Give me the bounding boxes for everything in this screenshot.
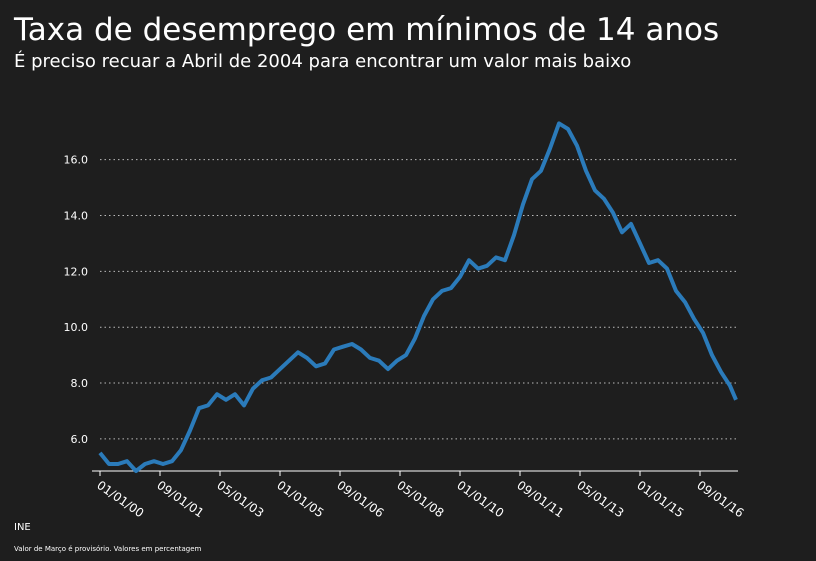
y-tick-label: 6.0	[71, 433, 89, 446]
y-tick-label: 8.0	[71, 377, 89, 390]
y-tick-label: 10.0	[64, 321, 89, 334]
y-tick-label: 12.0	[64, 265, 89, 278]
y-tick-label: 14.0	[64, 210, 89, 223]
y-tick-label: 16.0	[64, 154, 89, 167]
source: INE	[14, 522, 31, 533]
note: Valor de Março é provisório. Valores em …	[14, 545, 202, 553]
chart-title: Taxa de desemprego em mínimos de 14 anos	[13, 12, 719, 48]
chart-subtitle: É preciso recuar a Abril de 2004 para en…	[14, 50, 631, 72]
data-line	[98, 121, 738, 473]
